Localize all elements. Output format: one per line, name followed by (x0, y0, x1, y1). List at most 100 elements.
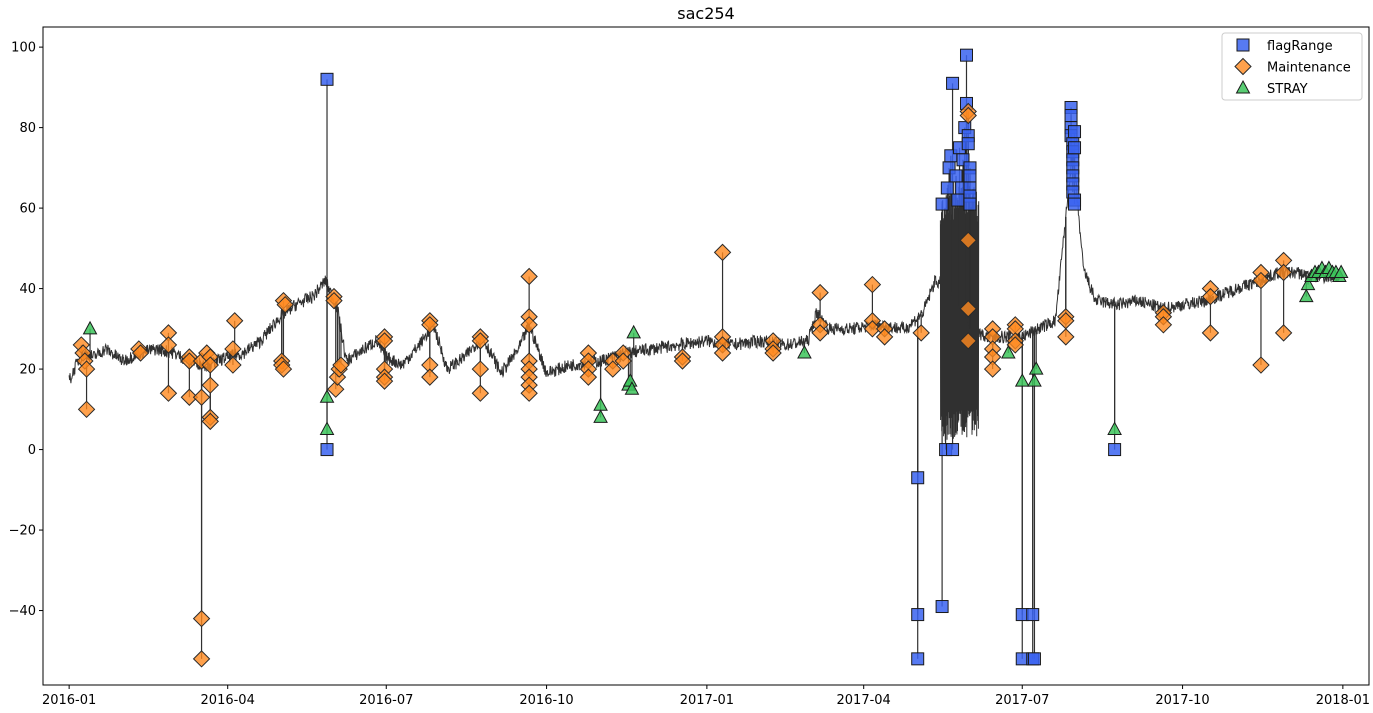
Maintenance-point (1201, 324, 1220, 342)
Maintenance-point (811, 283, 829, 302)
Maintenance-point (77, 400, 96, 419)
Maintenance-point (274, 360, 293, 378)
Maintenance-point (201, 376, 219, 394)
Maintenance-point (328, 368, 347, 386)
flagRange-point (320, 443, 334, 457)
y-tick-label: −20 (9, 524, 36, 539)
flagRange-point (935, 197, 949, 211)
y-tick-label: −40 (9, 604, 36, 619)
STRAY-point (797, 344, 812, 359)
x-tick-label: 2017-07 (995, 693, 1049, 708)
flagRange-point (1026, 608, 1040, 622)
Maintenance-point (201, 412, 219, 431)
Maintenance-point (1006, 336, 1024, 354)
legend-marker-STRAY (1235, 79, 1251, 94)
legend-marker-flagRange (1236, 38, 1250, 52)
flagRange-point (963, 197, 977, 211)
Maintenance-point (192, 609, 211, 628)
Maintenance-point (959, 300, 977, 318)
flagRange-point (959, 48, 973, 62)
Maintenance-point (713, 243, 732, 262)
Maintenance-point (1154, 316, 1173, 334)
STRAY-point (82, 320, 98, 335)
Maintenance-point (764, 344, 782, 362)
STRAY-point (1333, 264, 1349, 278)
x-tick-label: 2017-01 (680, 693, 734, 708)
flagRange-point (961, 137, 975, 151)
flagRange-point (963, 169, 977, 183)
STRAY-point (626, 324, 642, 339)
STRAY-point (1000, 344, 1016, 359)
flagRange-point (1108, 443, 1122, 457)
Maintenance-point (811, 324, 829, 342)
Maintenance-point (983, 360, 1002, 378)
Maintenance-point (1252, 271, 1270, 290)
x-tick-label: 2018-01 (1316, 693, 1370, 708)
Maintenance-point (159, 336, 178, 354)
y-tick-label: 80 (19, 121, 36, 136)
flagRange-point (911, 608, 925, 622)
y-tick-label: 40 (19, 282, 36, 297)
Maintenance-point (713, 344, 732, 362)
Maintenance-point (614, 352, 632, 370)
plot-area (68, 48, 1349, 668)
y-tick-label: 0 (28, 443, 36, 458)
axes-frame (42, 26, 1370, 686)
flagRange-point (951, 193, 965, 207)
flagRange-point (1064, 109, 1078, 123)
Maintenance-point (192, 388, 211, 406)
Maintenance-point (1201, 287, 1220, 306)
Maintenance-point (1274, 263, 1293, 282)
Maintenance-point (471, 384, 490, 402)
Maintenance-point (225, 312, 244, 330)
x-tick-label: 2017-04 (837, 693, 891, 708)
y-tick-label: 60 (19, 202, 36, 217)
flagRange-point (1068, 141, 1082, 155)
y-tick-label: 100 (11, 41, 36, 56)
Maintenance-point (1057, 328, 1075, 346)
Maintenance-point (375, 332, 394, 350)
legend-label-flagRange: flagRange (1267, 39, 1333, 54)
x-tick-label: 2016-04 (201, 693, 255, 708)
y-axis: 100 80 60 40 20 0 −20 −40 (9, 41, 43, 619)
Maintenance-point (131, 344, 150, 362)
Maintenance-point (325, 291, 343, 310)
legend-label-STRAY: STRAY (1267, 82, 1308, 97)
x-tick-label: 2016-07 (359, 693, 413, 708)
x-tick-label: 2016-01 (42, 693, 96, 708)
Maintenance-point (180, 388, 199, 406)
Maintenance-point (579, 368, 598, 386)
Maintenance-point (332, 356, 350, 374)
legend-marker-Maintenance (1234, 57, 1252, 76)
STRAY-point (593, 409, 608, 423)
Maintenance-point (471, 332, 490, 350)
Maintenance-point (520, 384, 538, 402)
flagRange-point (1068, 197, 1082, 211)
legend: flagRange Maintenance STRAY (1221, 32, 1363, 101)
STRAY-point (319, 389, 335, 403)
STRAY-point (1298, 288, 1314, 303)
Maintenance-point (604, 360, 622, 378)
x-tick-label: 2016-10 (519, 693, 573, 708)
signal-line (68, 144, 1342, 384)
Maintenance-point (520, 267, 538, 286)
Maintenance-point (276, 295, 294, 314)
flagRange-point (946, 443, 960, 457)
x-tick-label: 2017-10 (1155, 693, 1209, 708)
Maintenance-point (180, 352, 199, 370)
flagRange-point (940, 181, 954, 195)
Maintenance-point (375, 372, 394, 390)
Maintenance-point (875, 328, 894, 346)
Maintenance-point (959, 332, 977, 350)
Maintenance-point (421, 316, 439, 334)
Maintenance-point (863, 320, 882, 338)
Maintenance-point (77, 360, 96, 378)
y-tick-label: 20 (19, 363, 36, 378)
flagRange-point (935, 600, 949, 614)
legend-label-Maintenance: Maintenance (1267, 61, 1351, 76)
STRAY-point (624, 381, 640, 395)
Maintenance-point (421, 368, 439, 386)
flagRange-point (949, 169, 963, 183)
flagRange-point (946, 76, 960, 90)
